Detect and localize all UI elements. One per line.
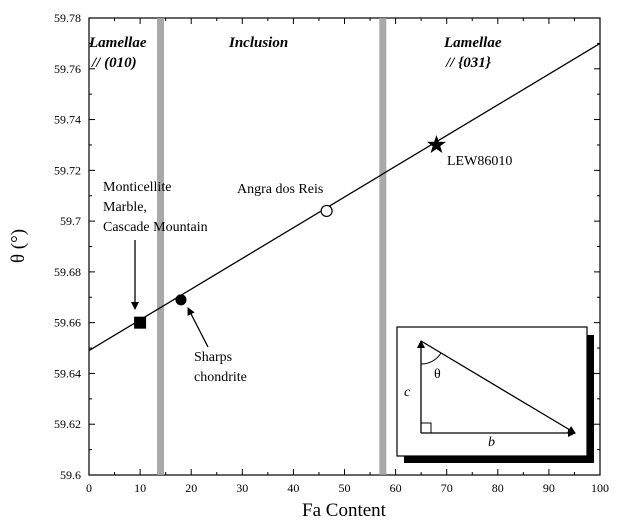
x-axis-title: Fa Content bbox=[302, 500, 387, 521]
y-tick-label-2: 59.64 bbox=[54, 366, 81, 380]
inset-horizontal-label: b bbox=[488, 435, 495, 450]
y-tick-label-9: 59.78 bbox=[54, 11, 81, 25]
monticellite-label-line3: Cascade Mountain bbox=[103, 220, 208, 235]
region-label-middle: Inclusion bbox=[228, 35, 288, 51]
region-labels: Lamellae // (010) Inclusion Lamellae // … bbox=[88, 35, 502, 71]
y-tick-label-7: 59.74 bbox=[54, 113, 81, 127]
y-axis-title: θ (°) bbox=[8, 229, 29, 263]
x-tick-label-1: 10 bbox=[134, 481, 146, 495]
vertical-band-1 bbox=[379, 18, 387, 475]
vertical-band-0 bbox=[157, 18, 165, 475]
lew-label: LEW86010 bbox=[447, 154, 512, 169]
y-tick-label-8: 59.76 bbox=[54, 62, 81, 76]
angra-label: Angra dos Reis bbox=[237, 182, 323, 197]
region-label-right-line1: Lamellae bbox=[443, 35, 502, 51]
monticellite-label-line2: Marble, bbox=[103, 200, 147, 215]
x-ticks: 0 10 20 30 40 50 60 70 80 90 100 bbox=[86, 18, 609, 495]
point-square-0 bbox=[134, 316, 147, 329]
inset-hypotenuse bbox=[420, 340, 576, 434]
sharps-label-line1: Sharps bbox=[194, 350, 232, 365]
points-layer bbox=[134, 134, 446, 329]
x-tick-label-3: 30 bbox=[236, 481, 248, 495]
trend-line bbox=[88, 42, 601, 352]
x-tick-label-6: 60 bbox=[390, 481, 402, 495]
inset-vertical-label: c bbox=[404, 385, 411, 400]
inset-angle-arc bbox=[420, 352, 442, 365]
x-tick-label-9: 90 bbox=[543, 481, 555, 495]
point-star-3 bbox=[426, 134, 446, 154]
x-tick-label-8: 80 bbox=[492, 481, 504, 495]
x-tick-label-0: 0 bbox=[86, 481, 92, 495]
y-tick-label-1: 59.62 bbox=[54, 417, 81, 431]
sharps-label-line2: chondrite bbox=[194, 370, 247, 385]
inset-box bbox=[396, 326, 588, 457]
y-tick-label-4: 59.68 bbox=[54, 265, 81, 279]
region-label-right-line2: // {031} bbox=[445, 55, 492, 71]
x-tick-label-5: 50 bbox=[339, 481, 351, 495]
point-filled-circle-1 bbox=[175, 294, 187, 306]
trend-layer bbox=[88, 42, 601, 352]
monticellite-label-line1: Monticellite bbox=[103, 180, 171, 195]
point-open-circle-2 bbox=[320, 204, 333, 218]
sharps-arrow bbox=[187, 307, 209, 348]
inset-angle-label: θ bbox=[434, 367, 441, 382]
y-ticks: 59.6 59.62 59.64 59.66 59.68 59.7 59.72 59.74 59… bbox=[54, 11, 600, 482]
region-label-left-line2: // (010) bbox=[91, 55, 137, 71]
inset-right-angle bbox=[421, 422, 432, 433]
x-tick-label-4: 40 bbox=[287, 481, 299, 495]
region-label-left-line1: Lamellae bbox=[88, 35, 147, 51]
x-tick-label-10: 100 bbox=[591, 481, 609, 495]
x-tick-label-2: 20 bbox=[185, 481, 197, 495]
y-tick-label-3: 59.66 bbox=[54, 316, 81, 330]
bands-layer bbox=[157, 18, 387, 475]
annotations: Monticellite Marble, Cascade Mountain Sh… bbox=[103, 154, 512, 385]
inset-diagram: θ c b bbox=[396, 326, 594, 463]
x-tick-label-7: 70 bbox=[441, 481, 453, 495]
y-tick-label-6: 59.72 bbox=[54, 163, 81, 177]
y-tick-label-5: 59.7 bbox=[60, 214, 81, 228]
y-tick-label-0: 59.6 bbox=[60, 468, 81, 482]
